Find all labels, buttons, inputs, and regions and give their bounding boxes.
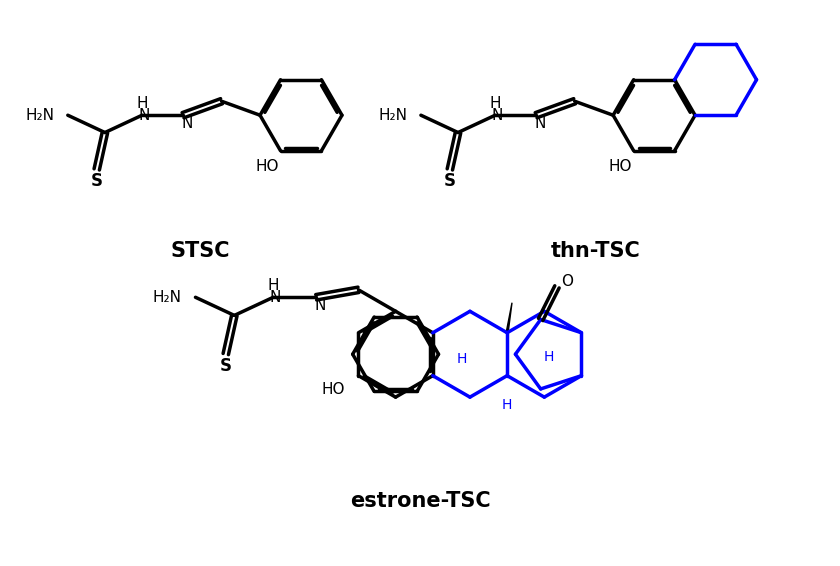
- Text: N: N: [314, 298, 326, 312]
- Text: N: N: [534, 115, 546, 131]
- Text: S: S: [444, 172, 456, 190]
- Text: H₂N: H₂N: [153, 290, 181, 305]
- Text: N: N: [491, 108, 503, 123]
- Text: N: N: [181, 115, 192, 131]
- Text: STSC: STSC: [171, 241, 230, 261]
- Text: N: N: [139, 108, 150, 123]
- Text: S: S: [91, 172, 102, 190]
- Text: H: H: [267, 278, 279, 293]
- Text: HO: HO: [608, 159, 632, 174]
- Text: estrone-TSC: estrone-TSC: [349, 491, 491, 511]
- Text: H₂N: H₂N: [378, 108, 407, 123]
- Text: HO: HO: [321, 382, 344, 397]
- Text: H: H: [136, 96, 148, 111]
- Text: S: S: [220, 357, 232, 375]
- Text: H: H: [502, 398, 512, 412]
- Text: H: H: [544, 350, 554, 364]
- Text: HO: HO: [255, 159, 279, 174]
- Text: O: O: [561, 275, 573, 289]
- Text: N: N: [270, 290, 281, 305]
- Text: H: H: [457, 352, 467, 366]
- Text: H₂N: H₂N: [25, 108, 54, 123]
- Text: thn-TSC: thn-TSC: [551, 241, 640, 261]
- Text: H: H: [490, 96, 501, 111]
- Polygon shape: [507, 303, 512, 333]
